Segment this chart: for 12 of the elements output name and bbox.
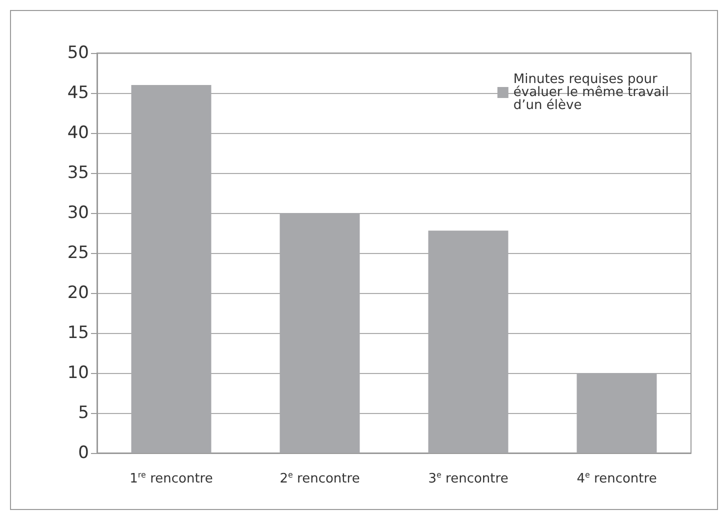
y-tick-label: 30 xyxy=(67,203,89,223)
y-tick-label: 5 xyxy=(78,403,89,423)
y-tick-label: 15 xyxy=(67,323,89,343)
y-tick-label: 45 xyxy=(67,83,89,103)
y-tick-label: 50 xyxy=(67,43,89,63)
y-tick-label: 35 xyxy=(67,163,89,183)
y-tick-label: 0 xyxy=(78,443,89,463)
legend-label: Minutes requises pour évaluer le même travail d’un élève xyxy=(513,72,674,113)
y-tick-label: 20 xyxy=(67,283,89,303)
y-tick-label: 10 xyxy=(67,363,89,383)
y-tick-label: 40 xyxy=(67,123,89,143)
y-tick-label: 25 xyxy=(67,243,89,263)
